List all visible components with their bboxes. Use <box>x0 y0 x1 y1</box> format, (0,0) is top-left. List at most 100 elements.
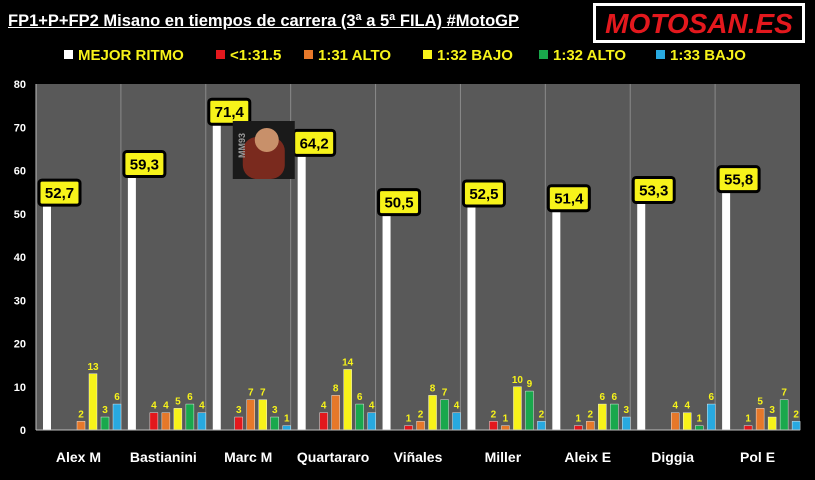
x-tick-label: Quartararo <box>297 449 369 465</box>
bar-value-label: 52,7 <box>45 185 74 202</box>
chart-title: FP1+P+FP2 Misano en tiempos de carrera (… <box>8 12 520 30</box>
legend-swatch <box>304 50 313 59</box>
bar-2 <box>161 412 171 431</box>
bar-value-label: 53,3 <box>639 182 668 199</box>
legend-label: 1:32 ALTO <box>553 47 626 64</box>
bar-2 <box>416 421 425 431</box>
bar-data-label: 7 <box>442 388 448 399</box>
motosan-logo: MOTOSAN.ES <box>593 3 805 43</box>
bar-1 <box>743 425 753 431</box>
x-tick-label: Diggia <box>651 449 694 465</box>
bar-data-label: 9 <box>527 379 533 390</box>
x-tick-label: Viñales <box>394 449 443 465</box>
bar-data-label: 6 <box>187 392 193 403</box>
bar-value-box <box>546 184 591 213</box>
bar-data-label: 5 <box>175 396 181 407</box>
bar-data-label: 2 <box>539 409 545 420</box>
legend-label: 1:33 BAJO <box>670 47 746 64</box>
bar-5 <box>197 412 207 431</box>
bar-data-label: 7 <box>260 388 266 399</box>
y-tick-label: 50 <box>14 209 26 221</box>
bar-5 <box>112 403 122 431</box>
bar-mejor-ritmo <box>43 202 51 430</box>
bar-4 <box>695 425 704 431</box>
bar-4 <box>270 416 279 431</box>
bar-data-label: 4 <box>163 401 169 412</box>
x-tick-label: Alex M <box>56 449 101 465</box>
bar-3 <box>598 403 607 431</box>
legend-swatch <box>216 50 225 59</box>
bar-3 <box>258 399 267 431</box>
bar-4 <box>185 403 195 431</box>
bar-3 <box>683 412 692 431</box>
bar-4 <box>440 399 449 431</box>
driver-photo-text: MM93 <box>237 133 247 158</box>
logo-text: MOTOSAN.ES <box>605 8 793 39</box>
bar-1 <box>234 416 243 431</box>
bar-2 <box>586 421 595 431</box>
bar-3 <box>767 416 777 431</box>
bar-data-label: 3 <box>272 405 278 416</box>
bar-data-label: 14 <box>342 357 354 368</box>
bar-data-label: 3 <box>236 405 242 416</box>
bar-1 <box>319 412 328 431</box>
driver-photo-face <box>254 128 279 152</box>
bar-mejor-ritmo <box>382 211 391 430</box>
bar-data-label: 1 <box>696 414 702 425</box>
bar-value-label: 71,4 <box>215 104 245 121</box>
bar-2 <box>501 425 510 431</box>
bar-data-label: 10 <box>512 375 524 386</box>
bar-data-label: 1 <box>576 414 582 425</box>
legend-label: <1:31.5 <box>230 47 281 64</box>
bar-value-box <box>716 165 761 194</box>
bar-data-label: 1 <box>406 414 412 425</box>
bar-2 <box>671 412 680 431</box>
bar-data-label: 4 <box>321 401 327 412</box>
bar-value-label: 55,8 <box>724 172 753 189</box>
bar-3 <box>513 386 522 431</box>
y-tick-label: 30 <box>14 295 26 307</box>
bar-value-label: 59,3 <box>130 157 159 174</box>
legend-label: 1:31 ALTO <box>318 47 391 64</box>
y-tick-label: 70 <box>14 122 26 134</box>
bar-5 <box>707 403 716 431</box>
bar-4 <box>100 416 110 431</box>
bar-value-box <box>377 188 422 217</box>
bar-5 <box>282 425 291 431</box>
logo-inner <box>596 6 802 40</box>
bar-2 <box>755 408 765 431</box>
bar-data-label: 6 <box>114 392 120 403</box>
bar-5 <box>367 412 376 431</box>
bar-data-label: 6 <box>600 392 606 403</box>
bar-value-box <box>207 97 252 126</box>
bar-mejor-ritmo <box>637 199 646 430</box>
y-tick-label: 60 <box>14 166 26 178</box>
bar-data-label: 1 <box>745 414 751 425</box>
legend-swatch <box>656 50 665 59</box>
bar-3 <box>428 395 437 431</box>
bar-value-label: 51,4 <box>554 191 584 208</box>
bar-3 <box>88 373 98 431</box>
bar-5 <box>452 412 461 431</box>
bar-data-label: 7 <box>781 388 787 399</box>
plot-area <box>36 84 800 430</box>
y-tick-label: 80 <box>14 79 26 91</box>
legend-swatch <box>64 50 73 59</box>
bar-data-label: 6 <box>357 392 363 403</box>
bar-mejor-ritmo <box>297 152 306 430</box>
y-tick-label: 40 <box>14 252 26 264</box>
bar-data-label: 2 <box>588 409 594 420</box>
bar-data-label: 6 <box>612 392 618 403</box>
x-tick-label: Miller <box>485 449 522 465</box>
bar-value-label: 52,5 <box>469 186 498 203</box>
bar-4 <box>355 403 364 431</box>
bar-value-box <box>461 179 506 208</box>
bar-data-label: 7 <box>248 388 254 399</box>
y-tick-label: 10 <box>14 382 26 394</box>
bar-1 <box>574 425 583 431</box>
legend-label: 1:32 BAJO <box>437 47 513 64</box>
bar-data-label: 3 <box>769 405 775 416</box>
bar-mejor-ritmo <box>722 188 731 430</box>
bar-4 <box>779 399 789 431</box>
